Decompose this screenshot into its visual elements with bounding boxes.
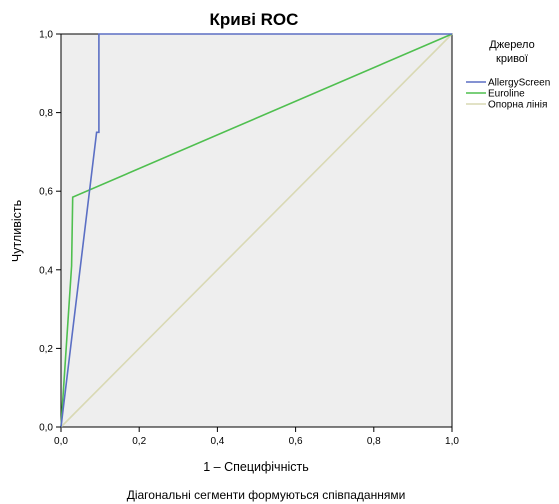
legend-label-0: AllergyScreen (488, 78, 550, 89)
series-line-1 (60, 33, 453, 428)
y-tick-label: 0,6 (39, 187, 53, 198)
chart-title: Криві ROC (210, 10, 299, 29)
footnote: Діагональні сегменти формуються співпада… (127, 488, 406, 502)
series-line-2 (60, 33, 453, 428)
y-tick-label: 1,0 (39, 30, 53, 41)
y-axis-label: Чутливість (10, 200, 24, 262)
x-tick-label: 0,6 (289, 436, 303, 447)
legend-title-line-1: Джерело (489, 39, 534, 51)
x-tick-label: 0,2 (132, 436, 146, 447)
x-tick-label: 1,0 (445, 436, 459, 447)
series-line-0 (60, 33, 452, 428)
y-axis: 0,0 0,2 0,4 0,6 0,8 1,0 (39, 30, 61, 434)
legend-title-line-2: кривої (496, 53, 528, 65)
legend-label-1: Euroline (488, 89, 525, 100)
y-tick-label: 0,0 (39, 423, 53, 434)
y-tick-label: 0,8 (39, 108, 53, 119)
x-tick-label: 0,8 (367, 436, 381, 447)
y-tick-label: 0,2 (39, 344, 53, 355)
x-tick-label: 0,4 (210, 436, 224, 447)
series-layer (60, 33, 453, 428)
y-tick-label: 0,4 (39, 265, 53, 276)
x-axis: 0,0 0,2 0,4 0,6 0,8 1,0 (54, 427, 459, 447)
x-tick-label: 0,0 (54, 436, 68, 447)
x-axis-label: 1 – Специфічність (203, 460, 308, 474)
legend-label-2: Опорна лінія (488, 100, 547, 111)
